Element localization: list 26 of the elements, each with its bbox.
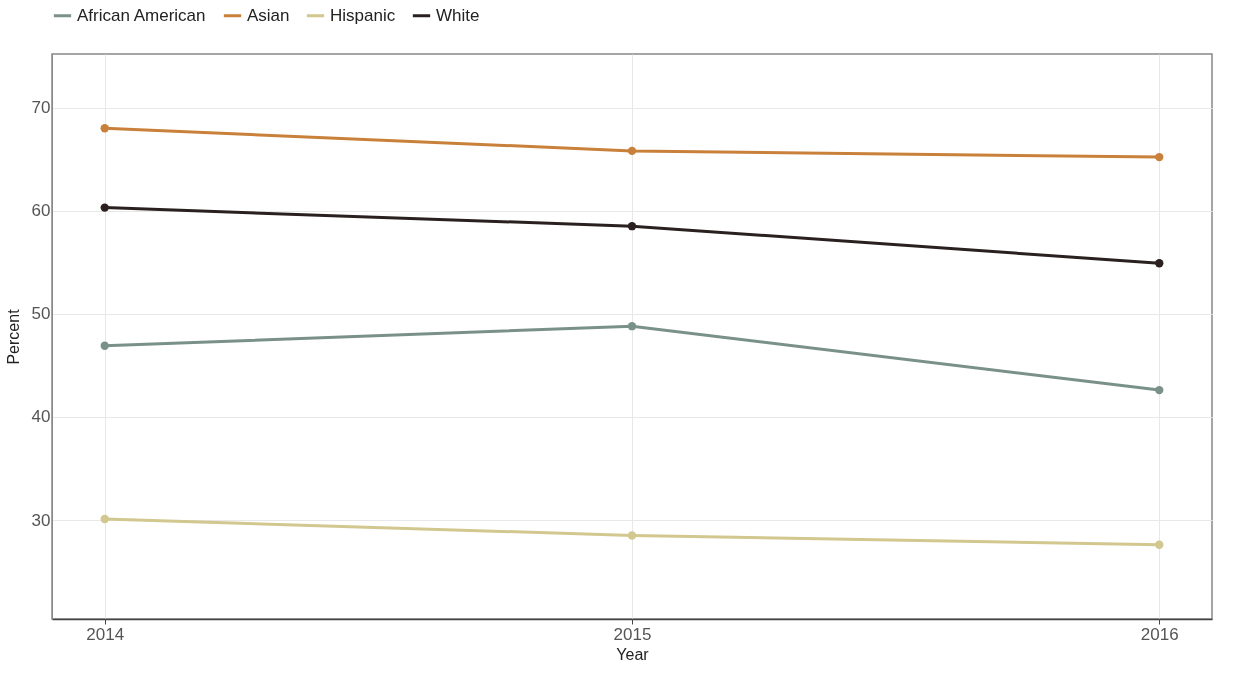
point bbox=[1155, 385, 1164, 395]
point bbox=[627, 531, 637, 540]
point bbox=[100, 203, 109, 212]
legend-label: African American bbox=[77, 5, 206, 25]
y-tick-label: 50 bbox=[31, 304, 51, 324]
y-tick-label: 40 bbox=[31, 407, 51, 427]
legend-label: White bbox=[436, 5, 480, 25]
point bbox=[1155, 540, 1164, 549]
point bbox=[627, 222, 637, 231]
x-tick-label: 2016 bbox=[1140, 624, 1179, 644]
point bbox=[1155, 152, 1164, 162]
point bbox=[1155, 259, 1164, 268]
point bbox=[100, 514, 109, 524]
x-axis-title: Year bbox=[616, 645, 650, 663]
y-tick-label: 30 bbox=[31, 510, 51, 530]
point bbox=[100, 124, 109, 133]
legend-label: Asian bbox=[247, 5, 290, 25]
x-tick-label: 2015 bbox=[613, 624, 652, 644]
point bbox=[100, 341, 109, 350]
y-tick-label: 70 bbox=[31, 98, 51, 118]
y-axis-title: Percent bbox=[4, 308, 22, 365]
point bbox=[627, 322, 637, 331]
point bbox=[627, 146, 637, 156]
x-tick-label: 2014 bbox=[86, 624, 125, 644]
legend-label: Hispanic bbox=[330, 5, 396, 25]
y-tick-label: 60 bbox=[31, 201, 51, 221]
